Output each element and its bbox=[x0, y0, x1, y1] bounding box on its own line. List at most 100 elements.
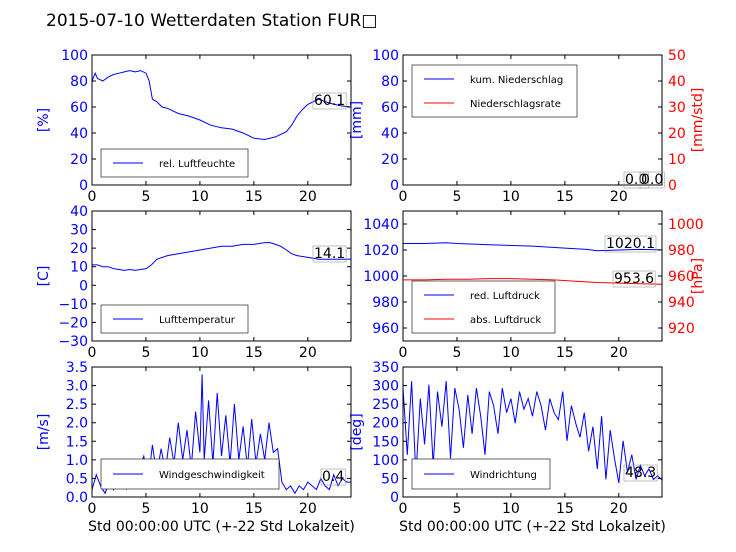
y-tick-label-wind_speed-5: 2.5 bbox=[66, 397, 88, 413]
series-line-pressure-1 bbox=[403, 278, 663, 285]
current-value-box-humidity-0 bbox=[312, 92, 347, 110]
y-tick-label-wind_direction-0: 0 bbox=[390, 490, 399, 506]
y-tick-label-wind_direction-1: 50 bbox=[381, 471, 399, 487]
current-value-precip-1: 0.0 bbox=[641, 172, 663, 188]
panel-temperature: 0 5 10 15 20 −30 −20 −10 0 10 20 30 40 [C] Lufttempera… bbox=[36, 204, 352, 361]
y-tick-label-precip-4: 80 bbox=[381, 74, 399, 90]
y-tick-label-wind_speed-6: 3.0 bbox=[66, 379, 88, 395]
y-tick-label-precip-0: 0 bbox=[390, 178, 399, 194]
y-tick-label-wind_speed-7: 3.5 bbox=[66, 360, 88, 376]
x-tick-label-humidity-3: 15 bbox=[245, 189, 263, 205]
y2-tick-label-pressure-2: 960 bbox=[668, 269, 695, 285]
current-value-box-wind_direction-0 bbox=[623, 464, 658, 482]
x-tick-label-pressure-0: 0 bbox=[399, 345, 408, 361]
y-tick-label-wind_direction-6: 300 bbox=[372, 379, 399, 395]
x-tick-label-precip-0: 0 bbox=[399, 189, 408, 205]
y-tick-label-wind_direction-4: 200 bbox=[372, 416, 399, 432]
y-tick-label-temperature-2: −10 bbox=[58, 297, 88, 313]
x-tick-label-wind_speed-2: 10 bbox=[191, 501, 209, 517]
y-tick-label-temperature-6: 30 bbox=[70, 223, 88, 239]
y-tick-label-wind_direction-7: 350 bbox=[372, 360, 399, 376]
legend-entry-temperature-0: Lufttemperatur bbox=[159, 315, 236, 326]
legend-entry-wind_direction-0: Windrichtung bbox=[470, 470, 537, 481]
y-tick-label-humidity-0: 0 bbox=[79, 178, 88, 194]
y-tick-label-humidity-1: 20 bbox=[70, 152, 88, 168]
x-tick-label-wind_direction-0: 0 bbox=[399, 501, 408, 517]
y-tick-label-precip-3: 60 bbox=[381, 100, 399, 116]
y-tick-label-humidity-2: 40 bbox=[70, 126, 88, 142]
x-tick-label-pressure-1: 5 bbox=[452, 345, 461, 361]
current-value-temperature-0: 14.1 bbox=[314, 246, 345, 262]
panel-precip: 0 5 10 15 20 0 20 40 60 80 100 0 10 20 30 40 50 [mm/std] [… bbox=[349, 48, 706, 205]
plot-frame-precip bbox=[402, 54, 663, 186]
y2-tick-label-pressure-1: 940 bbox=[668, 295, 695, 311]
x-tick-label-humidity-0: 0 bbox=[88, 189, 97, 205]
current-value-box-precip-0 bbox=[623, 171, 649, 189]
x-tick-label-precip-1: 5 bbox=[452, 189, 461, 205]
y-tick-label-wind_speed-2: 1.0 bbox=[66, 453, 88, 469]
y2-tick-label-precip-2: 20 bbox=[668, 126, 686, 142]
x-tick-label-pressure-3: 15 bbox=[556, 345, 574, 361]
y2-tick-label-precip-1: 10 bbox=[668, 152, 686, 168]
x-tick-label-temperature-1: 5 bbox=[141, 345, 150, 361]
current-value-wind_direction-0: 48.3 bbox=[625, 465, 656, 481]
y2-axis-label-precip: [mm/std] bbox=[690, 88, 706, 153]
y-tick-label-humidity-4: 80 bbox=[70, 74, 88, 90]
series-line-wind_direction-0 bbox=[402, 381, 663, 483]
y2-tick-label-pressure-3: 980 bbox=[668, 243, 695, 259]
x-tick-label-pressure-4: 20 bbox=[610, 345, 628, 361]
y-tick-label-wind_speed-3: 1.5 bbox=[66, 434, 88, 450]
y2-tick-label-precip-5: 50 bbox=[668, 48, 686, 64]
y2-tick-label-pressure-4: 1000 bbox=[668, 217, 704, 233]
y-axis-label-temperature: [C] bbox=[36, 266, 52, 287]
x-tick-label-wind_direction-3: 15 bbox=[556, 501, 574, 517]
current-value-box-temperature-0 bbox=[312, 245, 347, 263]
x-tick-label-wind_speed-3: 15 bbox=[245, 501, 263, 517]
y-tick-label-wind_speed-4: 2.0 bbox=[66, 416, 88, 432]
y-tick-label-temperature-0: −30 bbox=[58, 334, 88, 350]
current-value-wind_speed-0: 0.4 bbox=[322, 469, 344, 485]
y-tick-label-humidity-3: 60 bbox=[70, 100, 88, 116]
y-tick-label-wind_speed-1: 0.5 bbox=[66, 471, 88, 487]
y-tick-label-precip-1: 20 bbox=[381, 152, 399, 168]
y-tick-label-pressure-0: 960 bbox=[372, 321, 399, 337]
x-tick-label-humidity-1: 5 bbox=[141, 189, 150, 205]
panel-wind_speed: 0 5 10 15 20 0.0 0.5 1.0 1.5 2.0 2.5 3.0 3.5 [m/s] Std… bbox=[36, 360, 355, 535]
current-value-box-wind_speed-0 bbox=[320, 468, 346, 486]
y-tick-label-pressure-2: 1000 bbox=[363, 269, 399, 285]
legend-box-pressure bbox=[411, 280, 556, 334]
x-tick-label-humidity-2: 10 bbox=[191, 189, 209, 205]
current-value-box-pressure-1 bbox=[612, 270, 656, 288]
y-axis-label-wind_speed: [m/s] bbox=[36, 414, 52, 451]
y-tick-label-pressure-4: 1040 bbox=[363, 217, 399, 233]
current-value-pressure-0: 1020.1 bbox=[606, 236, 655, 252]
legend-entry-pressure-1: abs. Luftdruck bbox=[470, 315, 541, 326]
x-tick-label-precip-3: 15 bbox=[556, 189, 574, 205]
figure-title: 2015-07-10 Wetterdaten Station FUR□ bbox=[46, 11, 377, 31]
x-tick-label-wind_speed-0: 0 bbox=[88, 501, 97, 517]
y-axis-label-wind_direction: [deg] bbox=[349, 413, 365, 450]
y-tick-label-precip-2: 40 bbox=[381, 126, 399, 142]
legend-entry-precip-0: kum. Niederschlag bbox=[470, 75, 563, 86]
x-tick-label-pressure-2: 10 bbox=[502, 345, 520, 361]
legend-entry-humidity-0: rel. Luftfeuchte bbox=[159, 159, 235, 170]
x-axis-label-wind_speed: Std 00:00:00 UTC (+-22 Std Lokalzeit) bbox=[88, 519, 355, 535]
x-tick-label-temperature-3: 15 bbox=[245, 345, 263, 361]
y-tick-label-temperature-5: 20 bbox=[70, 241, 88, 257]
y-tick-label-temperature-1: −20 bbox=[58, 315, 88, 331]
plot-frame-wind_direction bbox=[402, 366, 663, 498]
series-line-pressure-0 bbox=[403, 242, 663, 252]
y2-axis-label-pressure: [hPa] bbox=[690, 258, 706, 294]
x-axis-label-wind_direction: Std 00:00:00 UTC (+-22 Std Lokalzeit) bbox=[399, 519, 666, 535]
y-tick-label-wind_direction-3: 150 bbox=[372, 434, 399, 450]
panel-pressure: 0 5 10 15 20 960 980 1000 1020 1040 920 940 960 980 10… bbox=[363, 210, 706, 361]
y-tick-label-temperature-3: 0 bbox=[79, 278, 88, 294]
y-axis-label-humidity: [%] bbox=[36, 108, 52, 132]
x-tick-label-wind_speed-1: 5 bbox=[141, 501, 150, 517]
x-tick-label-wind_direction-1: 5 bbox=[452, 501, 461, 517]
current-value-box-precip-1 bbox=[639, 171, 665, 189]
y2-tick-label-precip-3: 30 bbox=[668, 100, 686, 116]
plot-frame-wind_speed bbox=[91, 366, 352, 498]
x-tick-label-precip-2: 10 bbox=[502, 189, 520, 205]
